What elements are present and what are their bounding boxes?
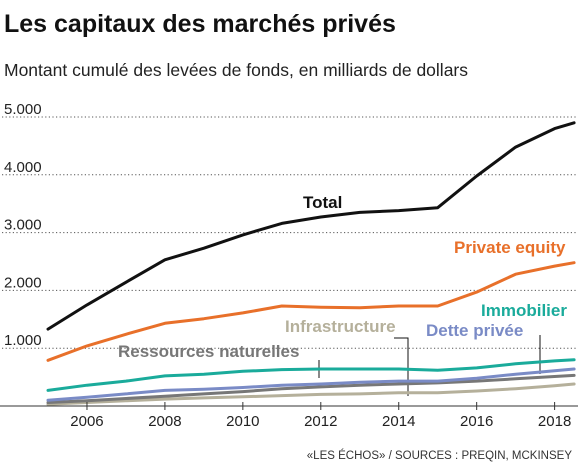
x-tick-label: 2012 <box>304 413 337 430</box>
source-note: «LES ÉCHOS» / SOURCES : PREQIN, MCKINSEY <box>306 450 572 462</box>
series-label-private-equity: Private equity <box>454 238 566 257</box>
series-line-total <box>46 121 576 331</box>
series-line-dette-privee <box>46 367 576 402</box>
series-label-total: Total <box>303 193 342 212</box>
leader-line-infrastructure <box>394 337 409 396</box>
x-tick-label: 2010 <box>226 413 259 430</box>
y-tick-label: 4.000 <box>4 159 42 176</box>
series-label-ressources-naturelles: Ressources naturelles <box>118 342 299 361</box>
x-tick-label: 2008 <box>148 413 181 430</box>
y-tick-label: 5.000 <box>4 101 42 118</box>
x-tick-label: 2014 <box>382 413 415 430</box>
series-line-private-equity <box>46 261 576 362</box>
axis-layer: 1.000 2.000 3.000 4.000 5.000 2006 2008 2010 201… <box>0 101 578 430</box>
x-tick-label: 2018 <box>538 413 571 430</box>
series-label-infrastructure: Infrastructure <box>285 317 396 336</box>
y-tick-label: 2.000 <box>4 274 42 291</box>
x-tick-label: 2016 <box>460 413 493 430</box>
x-tick-label: 2006 <box>70 413 103 430</box>
series-line-infrastructure <box>46 382 576 406</box>
series-line-ressources-naturelles <box>46 373 576 404</box>
chart-title: Les capitaux des marchés privés <box>4 10 396 38</box>
chart-subtitle: Montant cumulé des levées de fonds, en m… <box>4 60 468 80</box>
y-tick-label: 3.000 <box>4 217 42 234</box>
series-label-immobilier: Immobilier <box>481 301 567 320</box>
series-layer <box>46 121 576 406</box>
series-label-dette-privee: Dette privée <box>426 321 523 340</box>
series-line-immobilier <box>46 358 576 392</box>
y-tick-label: 1.000 <box>4 332 42 349</box>
